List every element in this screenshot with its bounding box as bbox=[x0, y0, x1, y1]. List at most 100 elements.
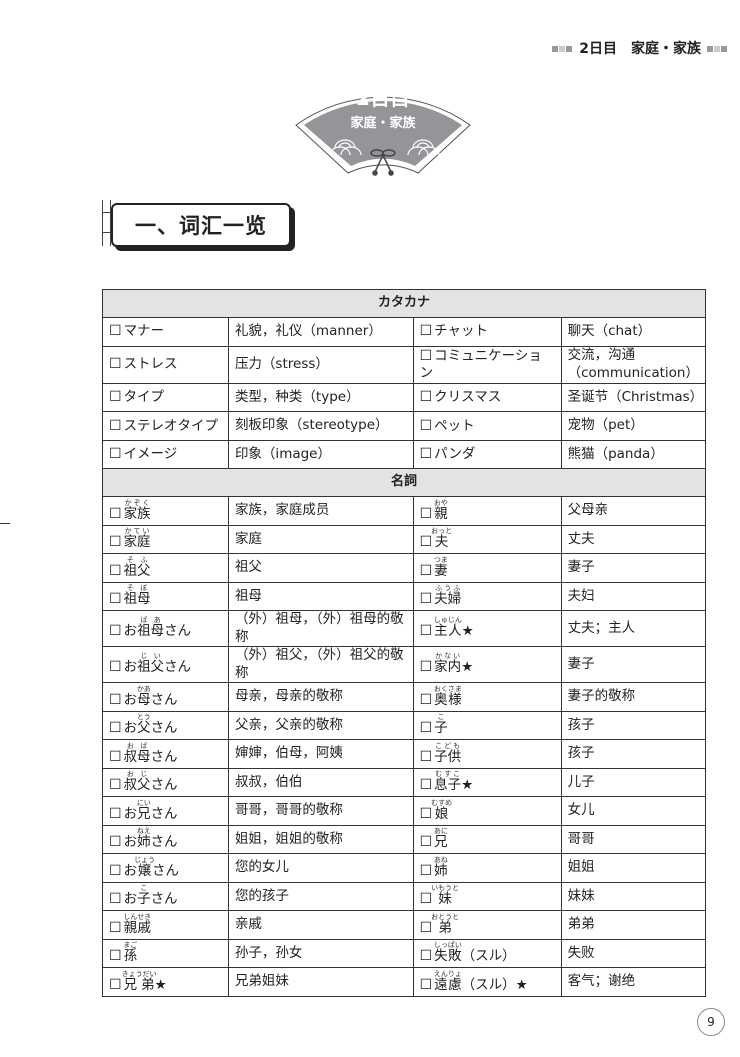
checkbox-icon[interactable]: ☐ bbox=[419, 505, 433, 522]
term: 叔母おばさん bbox=[124, 742, 178, 765]
knot-cord-icon bbox=[370, 149, 396, 176]
term-cell: ☐ 親おや bbox=[412, 496, 562, 526]
checkbox-icon[interactable]: ☐ bbox=[109, 623, 122, 640]
checkbox-icon[interactable]: ☐ bbox=[419, 417, 433, 434]
checkbox-icon[interactable]: ☐ bbox=[419, 623, 433, 640]
meaning-cell: 儿子 bbox=[560, 767, 707, 798]
furigana-word: 兄あに bbox=[434, 827, 448, 850]
checkbox-icon[interactable]: ☐ bbox=[419, 720, 433, 737]
checkbox-icon[interactable]: ☐ bbox=[419, 748, 433, 765]
checkbox-icon[interactable]: ☐ bbox=[419, 534, 433, 551]
kanji: 孫 bbox=[123, 948, 138, 965]
term-cell: ☐ ストレス bbox=[102, 345, 229, 384]
term-cell: ☐弟おとうと bbox=[412, 910, 562, 940]
checkbox-icon[interactable]: ☐ bbox=[419, 976, 433, 993]
term: 叔父おじさん bbox=[123, 770, 178, 794]
furigana-word: 孫まご bbox=[123, 941, 138, 965]
checkbox-icon[interactable]: ☐ bbox=[109, 976, 122, 993]
meaning-cell: 姐姐 bbox=[560, 853, 707, 883]
term: ステレオタイプ bbox=[123, 417, 219, 434]
checkbox-icon[interactable]: ☐ bbox=[109, 691, 122, 708]
checkbox-icon[interactable]: ☐ bbox=[109, 891, 122, 908]
checkbox-icon[interactable]: ☐ bbox=[419, 862, 433, 879]
signpost-icon bbox=[102, 200, 111, 246]
checkbox-icon[interactable]: ☐ bbox=[109, 446, 122, 463]
checkbox-icon[interactable]: ☐ bbox=[419, 805, 433, 822]
checkbox-icon[interactable]: ☐ bbox=[419, 323, 433, 340]
term: お祖父じいさん bbox=[124, 652, 192, 675]
table-row: ☐ ステレオタイプ 刻板印象（stereotype） ☐ ペット 宠物（pet） bbox=[102, 411, 707, 441]
checkbox-icon[interactable]: ☐ bbox=[109, 389, 122, 406]
checkbox-icon[interactable]: ☐ bbox=[109, 948, 122, 965]
checkbox-icon[interactable]: ☐ bbox=[419, 777, 433, 794]
term: お父とうさん bbox=[124, 713, 178, 737]
term-cell: ☐ ペット bbox=[412, 411, 562, 441]
checkbox-icon[interactable]: ☐ bbox=[419, 691, 433, 708]
checkbox-icon[interactable]: ☐ bbox=[419, 591, 433, 608]
term: 親戚しんせき bbox=[123, 913, 151, 936]
checkbox-icon[interactable]: ☐ bbox=[109, 659, 122, 676]
checkbox-icon[interactable]: ☐ bbox=[109, 720, 122, 737]
furigana-word: 夫おっと bbox=[431, 527, 452, 550]
checkbox-icon[interactable]: ☐ bbox=[419, 891, 433, 908]
meaning-cell: 压力（stress） bbox=[227, 345, 414, 384]
term-cell: ☐ クリスマス bbox=[412, 382, 562, 413]
kana: お bbox=[123, 623, 138, 640]
meaning-cell: 婶婶，伯母，阿姨 bbox=[227, 739, 414, 769]
term-cell: ☐娘むすめ bbox=[412, 796, 562, 826]
kanji: 叔父 bbox=[123, 777, 151, 794]
term: 夫おっと bbox=[431, 527, 452, 550]
meaning-cell: 刻板印象（stereotype） bbox=[227, 411, 414, 441]
kanji: 親 bbox=[433, 505, 448, 522]
reading: きょうだい bbox=[121, 969, 157, 978]
checkbox-icon[interactable]: ☐ bbox=[109, 356, 122, 373]
furigana-word: 弟おとうと bbox=[431, 913, 459, 936]
furigana-word: 主人しゅじん bbox=[434, 616, 462, 639]
checkbox-icon[interactable]: ☐ bbox=[419, 389, 433, 406]
checkbox-icon[interactable]: ☐ bbox=[109, 862, 122, 879]
checkbox-icon[interactable]: ☐ bbox=[109, 562, 122, 579]
checkbox-icon[interactable]: ☐ bbox=[109, 323, 122, 340]
term: お子こさん bbox=[124, 884, 178, 907]
reading: つま bbox=[433, 555, 448, 564]
kana: ★ bbox=[461, 623, 474, 640]
checkbox-icon[interactable]: ☐ bbox=[109, 805, 122, 822]
meaning-cell: 祖母 bbox=[227, 581, 414, 612]
term-cell: ☐ 家内かない★ bbox=[412, 646, 562, 684]
table-row: ☐ 叔父おじさん 叔叔，伯伯 ☐ 息子むすこ★ 儿子 bbox=[102, 767, 707, 798]
checkbox-icon[interactable]: ☐ bbox=[419, 919, 433, 936]
term-cell: ☐ イメージ bbox=[102, 439, 229, 470]
checkbox-icon[interactable]: ☐ bbox=[109, 748, 122, 765]
crop-mark bbox=[0, 523, 10, 524]
kana: さん bbox=[150, 720, 178, 737]
checkbox-icon[interactable]: ☐ bbox=[419, 562, 433, 579]
checkbox-icon[interactable]: ☐ bbox=[419, 347, 433, 364]
meaning-cell: （外）祖父，（外）祖父的敬称 bbox=[227, 646, 414, 684]
reading: おとうと bbox=[431, 912, 460, 921]
kana: さん bbox=[152, 862, 180, 879]
table-row: ☐ タイプ 类型，种类（type） ☐ クリスマス 圣诞节（Christmas） bbox=[102, 382, 707, 413]
table-row: ☐ 親戚しんせき 亲戚 ☐弟おとうと 弟弟 bbox=[102, 910, 707, 940]
checkbox-icon[interactable]: ☐ bbox=[109, 834, 122, 851]
furigana-word: 叔父おじ bbox=[123, 770, 151, 794]
term: 娘むすめ bbox=[431, 799, 452, 822]
term-cell: ☐ 妻つま bbox=[412, 553, 562, 583]
checkbox-icon[interactable]: ☐ bbox=[419, 834, 433, 851]
kana: （スル）★ bbox=[461, 976, 528, 993]
checkbox-icon[interactable]: ☐ bbox=[419, 659, 433, 676]
checkbox-icon[interactable]: ☐ bbox=[109, 591, 122, 608]
checkbox-icon[interactable]: ☐ bbox=[109, 534, 122, 551]
table-row: ☐ 祖母そぼ 祖母 ☐ 夫婦ふうふ 夫妇 bbox=[102, 581, 707, 612]
checkbox-icon[interactable]: ☐ bbox=[109, 417, 122, 434]
checkbox-icon[interactable]: ☐ bbox=[419, 446, 433, 463]
checkbox-icon[interactable]: ☐ bbox=[109, 777, 122, 794]
kanji: 妻 bbox=[433, 562, 448, 579]
furigana-word: 兄弟きょうだい bbox=[122, 970, 157, 993]
section-row: カタカナ bbox=[102, 289, 706, 318]
checkbox-icon[interactable]: ☐ bbox=[419, 948, 433, 965]
checkbox-icon[interactable]: ☐ bbox=[109, 505, 122, 522]
reading: そふ bbox=[123, 555, 151, 564]
checkbox-icon[interactable]: ☐ bbox=[109, 919, 122, 936]
reading: いもうと bbox=[431, 884, 459, 893]
